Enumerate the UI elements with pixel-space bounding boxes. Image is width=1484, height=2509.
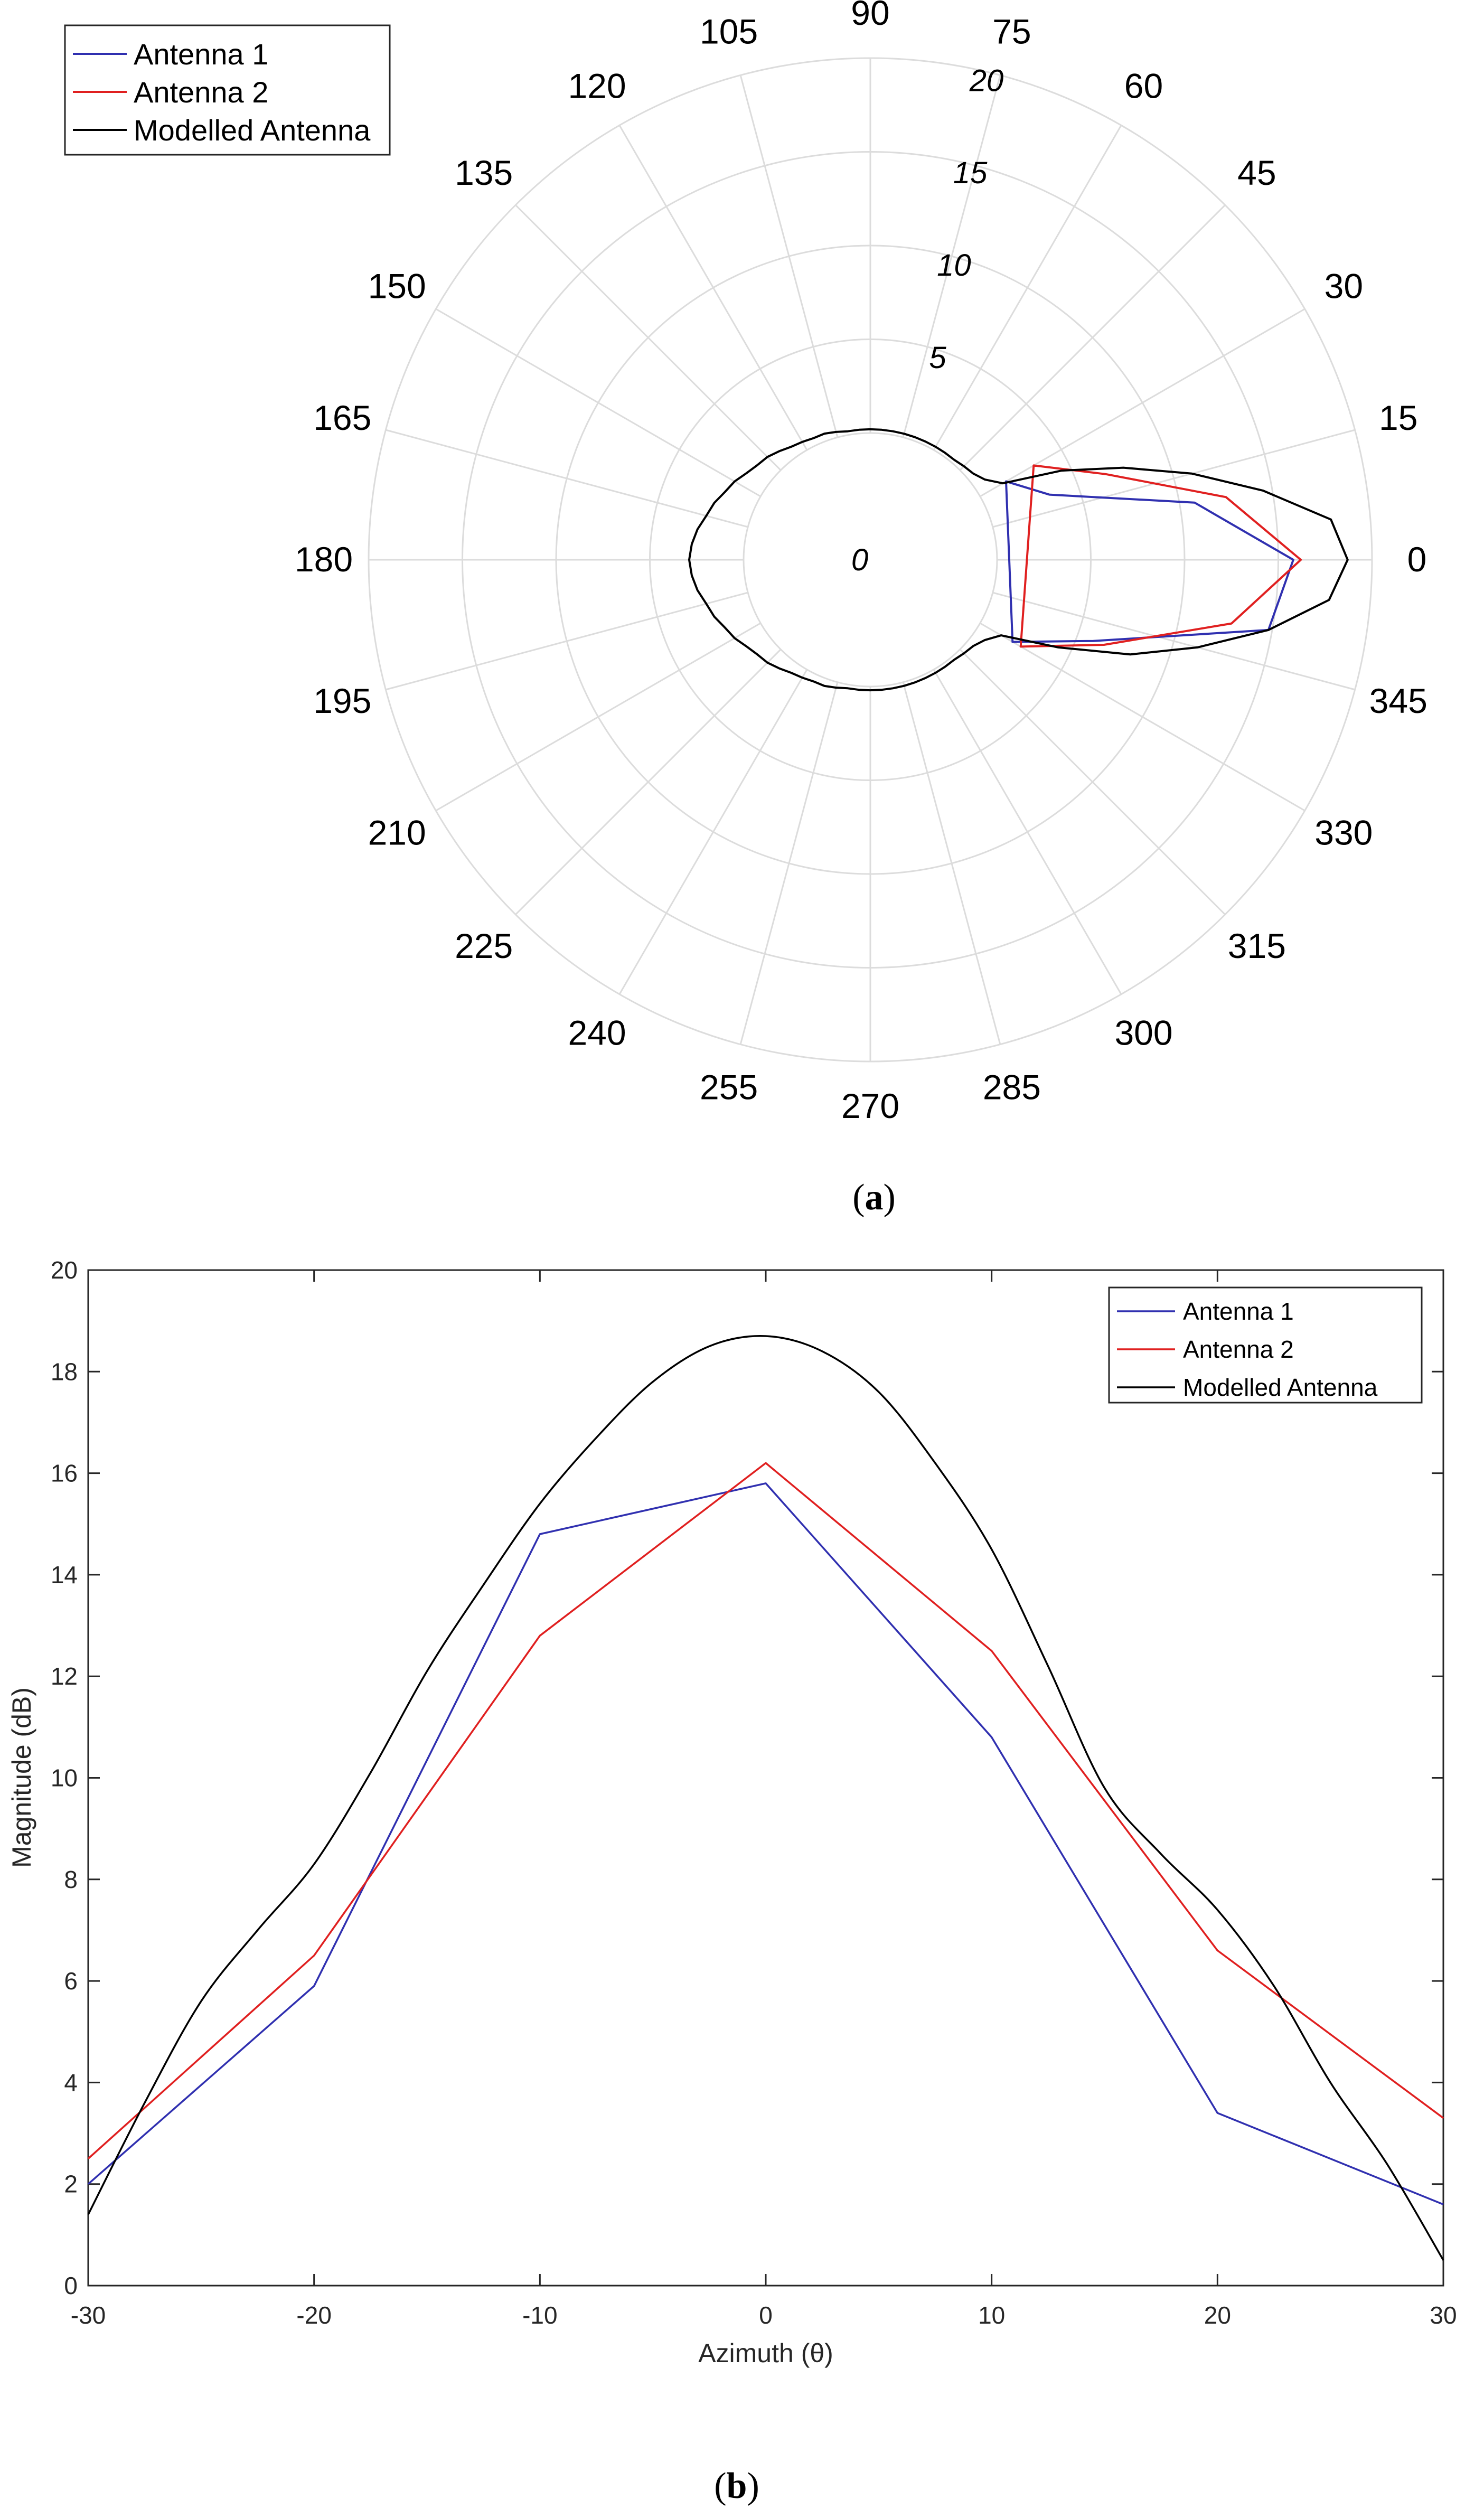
- legend-label: Antenna 1: [1183, 1298, 1294, 1325]
- polar-spoke: [992, 429, 1356, 528]
- polar-ring: [743, 432, 998, 688]
- y-tick-label: 20: [51, 1256, 78, 1284]
- theta-tick-label: 255: [700, 1068, 758, 1107]
- plot-area: [87, 1269, 1444, 2287]
- caption-b: (b): [714, 2466, 759, 2506]
- line-legend: Antenna 1 Antenna 2 Modelled Antenna: [1108, 1286, 1423, 1404]
- theta-tick-label: 45: [1237, 153, 1276, 192]
- polar-spoke: [959, 204, 1226, 471]
- polar-spoke: [515, 204, 782, 471]
- x-tick-label: -30: [71, 2301, 106, 2329]
- legend-label: Modelled Antenna: [134, 114, 371, 147]
- polar-spoke: [933, 669, 1122, 995]
- legend-box: [1108, 1286, 1423, 1404]
- polar-series: [688, 428, 1349, 692]
- y-tick-label: 4: [64, 2069, 78, 2096]
- x-tick-label: 30: [1430, 2301, 1457, 2329]
- theta-tick-label: 15: [1379, 398, 1417, 437]
- y-tick-label: 8: [64, 1866, 78, 1893]
- polar-legend: Antenna 1 Antenna 2 Modelled Antenna: [64, 24, 391, 156]
- polar-series-antenna-1: [1005, 480, 1294, 643]
- x-tick-label: 0: [759, 2301, 773, 2329]
- radial-tick-label: 20: [969, 63, 1004, 98]
- theta-tick-label: 315: [1228, 926, 1286, 965]
- theta-tick-label: 150: [368, 267, 426, 306]
- radial-tick-label: 0: [851, 543, 868, 577]
- line-series-modelled-antenna: [87, 1335, 1444, 2261]
- theta-tick-label: 30: [1325, 267, 1363, 306]
- theta-tick-label: 330: [1314, 813, 1373, 852]
- line-chart: -30 -20 -10 0 10 20 30 0 2 4 6 8 10 12 14 16 18 20 Antenn…: [7, 1256, 1457, 2368]
- y-tick-label: 12: [51, 1662, 78, 1690]
- x-tick-label: 20: [1204, 2301, 1231, 2329]
- polar-tick-labels: 0153045607590105120135150165180195210225…: [295, 0, 1427, 1125]
- theta-tick-label: 135: [455, 153, 513, 192]
- theta-tick-label: 75: [992, 12, 1031, 51]
- line-series: [87, 1335, 1444, 2261]
- theta-tick-label: 345: [1369, 681, 1427, 720]
- y-tick-label: 14: [51, 1561, 78, 1589]
- theta-tick-label: 0: [1407, 540, 1427, 579]
- polar-grid: [368, 57, 1373, 1063]
- axis-ticks: -30 -20 -10 0 10 20 30 0 2 4 6 8 10 12 14 16 18 20: [51, 1256, 1457, 2329]
- theta-tick-label: 210: [368, 813, 426, 852]
- polar-spoke: [618, 669, 808, 995]
- theta-tick-label: 285: [983, 1068, 1041, 1107]
- theta-tick-label: 120: [568, 67, 626, 106]
- theta-tick-label: 180: [295, 540, 353, 579]
- radial-tick-label: 15: [953, 156, 988, 190]
- y-tick-label: 6: [64, 1967, 78, 1995]
- polar-spoke: [902, 682, 1001, 1045]
- legend-box: [64, 24, 391, 156]
- legend-label: Modelled Antenna: [1183, 1374, 1378, 1401]
- polar-spoke: [618, 125, 808, 450]
- theta-tick-label: 300: [1114, 1013, 1172, 1052]
- polar-spoke: [959, 649, 1226, 915]
- theta-tick-label: 105: [700, 12, 758, 51]
- y-tick-label: 2: [64, 2170, 78, 2198]
- y-tick-label: 10: [51, 1764, 78, 1792]
- theta-tick-label: 225: [455, 926, 513, 965]
- polar-spoke: [992, 591, 1356, 691]
- x-tick-label: -10: [522, 2301, 557, 2329]
- polar-spoke: [739, 682, 839, 1045]
- x-axis-label: Azimuth (θ): [698, 2338, 833, 2368]
- theta-tick-label: 240: [568, 1013, 626, 1052]
- polar-spoke: [515, 649, 782, 915]
- theta-tick-label: 90: [851, 0, 889, 32]
- theta-tick-label: 195: [313, 681, 371, 720]
- polar-spoke: [739, 74, 839, 438]
- polar-series-antenna-2: [1019, 464, 1302, 648]
- polar-spoke: [980, 622, 1305, 812]
- legend-label: Antenna 1: [134, 37, 268, 71]
- y-tick-label: 16: [51, 1460, 78, 1487]
- polar-series-modelled-antenna: [688, 428, 1349, 692]
- caption-a: (a): [852, 1177, 896, 1218]
- theta-tick-label: 165: [313, 398, 371, 437]
- polar-spoke: [902, 74, 1001, 438]
- line-series-antenna-1: [87, 1482, 1444, 2205]
- polar-spoke: [435, 308, 761, 497]
- polar-chart: 0153045607590105120135150165180195210225…: [64, 0, 1427, 1125]
- polar-spoke: [435, 622, 761, 812]
- y-axis-label: Magnitude (dB): [7, 1687, 36, 1868]
- polar-spoke: [385, 591, 748, 691]
- y-tick-label: 0: [64, 2272, 78, 2299]
- radial-tick-label: 5: [929, 341, 946, 375]
- legend-label: Antenna 2: [134, 76, 268, 109]
- y-tick-label: 18: [51, 1358, 78, 1385]
- theta-tick-label: 60: [1124, 67, 1163, 106]
- polar-spoke: [385, 429, 748, 528]
- legend-label: Antenna 2: [1183, 1336, 1294, 1363]
- x-tick-label: -20: [296, 2301, 331, 2329]
- line-series-antenna-2: [87, 1462, 1444, 2159]
- theta-tick-label: 270: [841, 1086, 899, 1125]
- x-tick-label: 10: [978, 2301, 1005, 2329]
- polar-spoke: [933, 125, 1122, 450]
- radial-tick-label: 10: [937, 248, 971, 283]
